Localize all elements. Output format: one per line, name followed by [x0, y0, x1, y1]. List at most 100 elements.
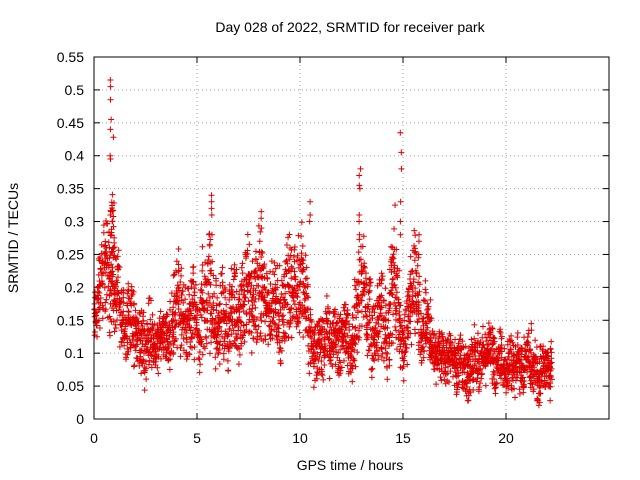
data-point [296, 281, 303, 288]
data-point [171, 311, 178, 318]
data-point [398, 149, 405, 156]
data-point [350, 355, 357, 362]
data-point [286, 282, 293, 289]
data-point [269, 335, 276, 342]
data-point [265, 341, 272, 348]
data-point [207, 310, 214, 317]
data-point [149, 311, 156, 318]
data-point [422, 320, 429, 327]
data-point [299, 266, 306, 273]
data-point [178, 342, 185, 349]
data-point [271, 259, 278, 266]
data-point [485, 320, 492, 327]
data-point [389, 331, 396, 338]
data-point [102, 249, 109, 256]
data-point [130, 363, 137, 370]
data-point [355, 327, 362, 334]
data-point [118, 339, 125, 346]
data-point [351, 347, 358, 354]
data-point [547, 373, 554, 380]
data-point [147, 316, 154, 323]
data-point [259, 249, 266, 256]
data-point [188, 324, 195, 331]
data-point [177, 353, 184, 360]
data-point [176, 287, 183, 294]
data-point [378, 292, 385, 299]
data-point [412, 232, 419, 239]
data-point [400, 377, 407, 384]
data-point [393, 305, 400, 312]
data-point [257, 267, 264, 274]
data-point [120, 289, 127, 296]
data-point [237, 318, 244, 325]
data-point [346, 327, 353, 334]
data-point [298, 233, 305, 240]
data-point [503, 389, 510, 396]
data-point [110, 223, 117, 230]
data-point [520, 381, 527, 388]
data-point [212, 365, 219, 372]
data-point [401, 311, 408, 318]
data-point [547, 346, 554, 353]
data-point [527, 346, 534, 353]
data-point [388, 287, 395, 294]
data-point [248, 349, 255, 356]
data-point [290, 253, 297, 260]
data-points [91, 77, 555, 409]
data-point [517, 356, 524, 363]
data-point [296, 315, 303, 322]
data-point [155, 370, 162, 377]
data-point [238, 286, 245, 293]
data-point [353, 314, 360, 321]
data-point [536, 374, 543, 381]
data-point [143, 358, 150, 365]
data-point [469, 369, 476, 376]
data-point [389, 340, 396, 347]
data-point [182, 284, 189, 291]
data-point [382, 302, 389, 309]
data-point [385, 309, 392, 316]
data-point [306, 218, 313, 225]
data-point [187, 307, 194, 314]
data-point [367, 275, 374, 282]
data-point [293, 323, 300, 330]
data-point [417, 310, 424, 317]
data-point [286, 231, 293, 238]
data-point [177, 344, 184, 351]
data-point [518, 369, 525, 376]
data-point [172, 317, 179, 324]
data-point [439, 334, 446, 341]
data-point [403, 344, 410, 351]
data-point [378, 276, 385, 283]
data-point [363, 312, 370, 319]
data-point [295, 287, 302, 294]
data-point [506, 378, 513, 385]
data-point [219, 264, 226, 271]
data-point [524, 342, 531, 349]
data-point [308, 318, 315, 325]
data-point [341, 331, 348, 338]
data-point [302, 315, 309, 322]
data-point [384, 324, 391, 331]
data-point [521, 378, 528, 385]
data-point [107, 211, 114, 218]
data-point [475, 386, 482, 393]
data-point [198, 314, 205, 321]
data-point [243, 309, 250, 316]
data-point [335, 349, 342, 356]
data-point [415, 301, 422, 308]
data-point [105, 239, 112, 246]
data-point [401, 353, 408, 360]
data-point [415, 238, 422, 245]
data-point [188, 283, 195, 290]
data-point [125, 348, 132, 355]
data-point [379, 350, 386, 357]
data-point [110, 199, 117, 206]
data-point [516, 386, 523, 393]
data-point [235, 361, 242, 368]
data-point [357, 291, 364, 298]
data-point [175, 246, 182, 253]
data-point [384, 350, 391, 357]
data-point [530, 364, 537, 371]
data-point [410, 300, 417, 307]
